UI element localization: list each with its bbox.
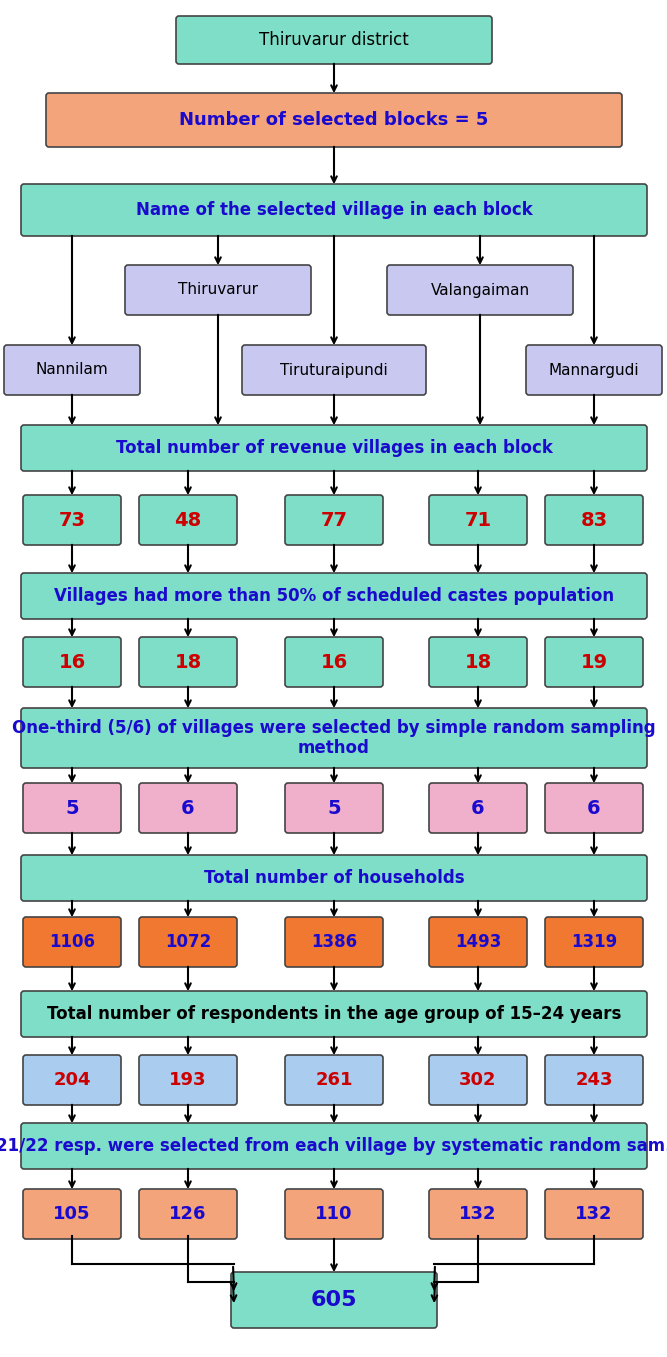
FancyBboxPatch shape — [23, 783, 121, 833]
Text: 16: 16 — [320, 653, 348, 672]
FancyBboxPatch shape — [139, 495, 237, 546]
FancyBboxPatch shape — [285, 1189, 383, 1239]
Text: Total number of revenue villages in each block: Total number of revenue villages in each… — [115, 440, 552, 457]
Text: Villages had more than 50% of scheduled castes population: Villages had more than 50% of scheduled … — [54, 588, 614, 605]
FancyBboxPatch shape — [545, 636, 643, 687]
FancyBboxPatch shape — [23, 917, 121, 968]
FancyBboxPatch shape — [23, 636, 121, 687]
FancyBboxPatch shape — [4, 345, 140, 395]
FancyBboxPatch shape — [21, 185, 647, 236]
FancyBboxPatch shape — [242, 345, 426, 395]
FancyBboxPatch shape — [545, 1054, 643, 1105]
Text: Nannilam: Nannilam — [35, 362, 108, 377]
Text: 77: 77 — [321, 510, 348, 529]
Text: 83: 83 — [580, 510, 608, 529]
Text: 302: 302 — [460, 1071, 497, 1090]
Text: 261: 261 — [315, 1071, 353, 1090]
Text: 1386: 1386 — [311, 934, 357, 951]
Text: One-third (5/6) of villages were selected by simple random sampling
method: One-third (5/6) of villages were selecte… — [12, 719, 656, 757]
FancyBboxPatch shape — [139, 783, 237, 833]
Text: 105: 105 — [53, 1205, 91, 1223]
FancyBboxPatch shape — [139, 1189, 237, 1239]
Text: 126: 126 — [169, 1205, 207, 1223]
FancyBboxPatch shape — [23, 1054, 121, 1105]
Text: Name of the selected village in each block: Name of the selected village in each blo… — [135, 201, 532, 218]
FancyBboxPatch shape — [429, 1054, 527, 1105]
Text: Mannargudi: Mannargudi — [549, 362, 639, 377]
Text: 605: 605 — [311, 1291, 358, 1310]
Text: Total number of respondents in the age group of 15–24 years: Total number of respondents in the age g… — [47, 1006, 621, 1023]
FancyBboxPatch shape — [429, 917, 527, 968]
FancyBboxPatch shape — [139, 636, 237, 687]
Text: 18: 18 — [174, 653, 201, 672]
Text: 6: 6 — [587, 798, 601, 817]
FancyBboxPatch shape — [285, 1054, 383, 1105]
FancyBboxPatch shape — [429, 495, 527, 546]
FancyBboxPatch shape — [545, 783, 643, 833]
FancyBboxPatch shape — [545, 495, 643, 546]
Text: Thiruvarur district: Thiruvarur district — [259, 31, 409, 49]
FancyBboxPatch shape — [23, 1189, 121, 1239]
Text: 6: 6 — [471, 798, 485, 817]
Text: 5: 5 — [327, 798, 341, 817]
Text: 48: 48 — [174, 510, 201, 529]
FancyBboxPatch shape — [285, 917, 383, 968]
FancyBboxPatch shape — [285, 783, 383, 833]
FancyBboxPatch shape — [139, 917, 237, 968]
Text: 5: 5 — [65, 798, 79, 817]
FancyBboxPatch shape — [285, 495, 383, 546]
Text: 193: 193 — [169, 1071, 207, 1090]
Text: 132: 132 — [575, 1205, 613, 1223]
Text: Tiruturaipundi: Tiruturaipundi — [280, 362, 388, 377]
FancyBboxPatch shape — [21, 991, 647, 1037]
FancyBboxPatch shape — [21, 573, 647, 619]
Text: 21/22 resp. were selected from each village by systematic random sam.: 21/22 resp. were selected from each vill… — [0, 1137, 667, 1155]
Text: 1106: 1106 — [49, 934, 95, 951]
Text: 1072: 1072 — [165, 934, 211, 951]
Text: 243: 243 — [575, 1071, 613, 1090]
Text: 204: 204 — [53, 1071, 91, 1090]
Text: 71: 71 — [464, 510, 492, 529]
Text: Number of selected blocks = 5: Number of selected blocks = 5 — [179, 111, 489, 129]
FancyBboxPatch shape — [21, 855, 647, 901]
FancyBboxPatch shape — [23, 495, 121, 546]
Text: 1319: 1319 — [571, 934, 617, 951]
FancyBboxPatch shape — [231, 1272, 437, 1329]
FancyBboxPatch shape — [21, 708, 647, 768]
Text: 73: 73 — [59, 510, 85, 529]
Text: 6: 6 — [181, 798, 195, 817]
FancyBboxPatch shape — [545, 917, 643, 968]
Text: 19: 19 — [580, 653, 608, 672]
FancyBboxPatch shape — [545, 1189, 643, 1239]
FancyBboxPatch shape — [46, 94, 622, 147]
FancyBboxPatch shape — [139, 1054, 237, 1105]
FancyBboxPatch shape — [285, 636, 383, 687]
FancyBboxPatch shape — [176, 16, 492, 64]
Text: 1493: 1493 — [455, 934, 501, 951]
Text: Total number of households: Total number of households — [203, 868, 464, 887]
Text: 18: 18 — [464, 653, 492, 672]
Text: 110: 110 — [315, 1205, 353, 1223]
Text: Thiruvarur: Thiruvarur — [178, 282, 258, 297]
FancyBboxPatch shape — [429, 1189, 527, 1239]
Text: 16: 16 — [59, 653, 85, 672]
FancyBboxPatch shape — [429, 636, 527, 687]
FancyBboxPatch shape — [21, 1124, 647, 1168]
FancyBboxPatch shape — [526, 345, 662, 395]
Text: Valangaiman: Valangaiman — [430, 282, 530, 297]
FancyBboxPatch shape — [387, 265, 573, 315]
Text: 132: 132 — [460, 1205, 497, 1223]
FancyBboxPatch shape — [429, 783, 527, 833]
FancyBboxPatch shape — [21, 425, 647, 471]
FancyBboxPatch shape — [125, 265, 311, 315]
